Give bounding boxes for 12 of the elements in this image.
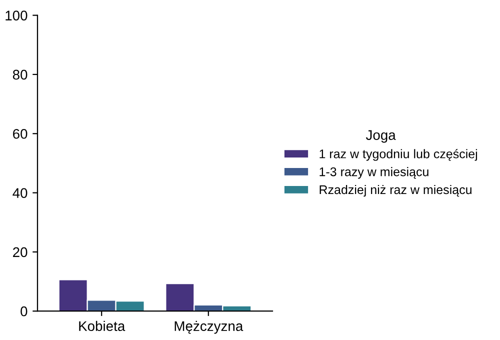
y-tick-label: 40 (12, 188, 28, 198)
y-tick-label: 20 (13, 247, 28, 258)
y-tick-label: 0 (20, 306, 28, 316)
legend-label: Rzadziej niż raz w miesiącu (320, 184, 472, 197)
legend-label: 1 raz w tygodniu lub częściej (320, 148, 478, 161)
y-tick-label: 60 (13, 128, 28, 139)
x-tick-label: Kobieta (79, 320, 126, 332)
y-tick-label: 80 (12, 70, 28, 80)
x-tick-label: Mężczyzna (174, 320, 244, 334)
legend-label: 1-3 razy w miesiącu (320, 167, 428, 179)
legend-title: Joga (366, 130, 396, 143)
y-tick-label: 100 (6, 10, 28, 20)
